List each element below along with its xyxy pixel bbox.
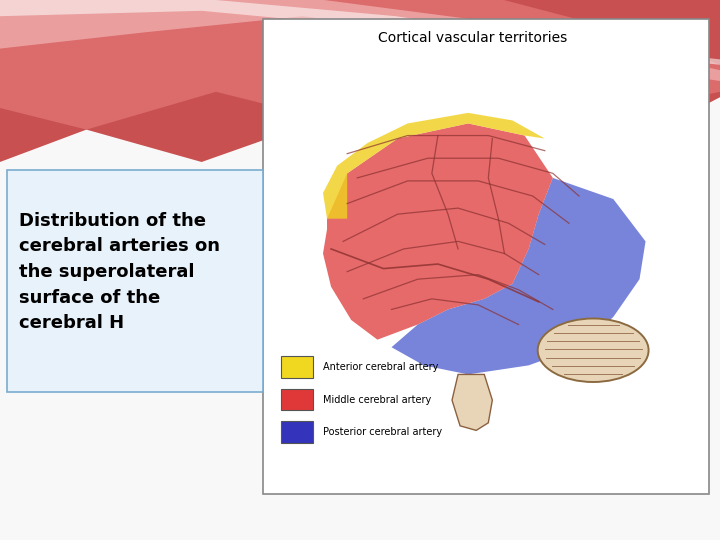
- Polygon shape: [0, 0, 720, 81]
- Polygon shape: [452, 374, 492, 430]
- Polygon shape: [0, 0, 720, 130]
- FancyBboxPatch shape: [281, 421, 313, 443]
- Text: Distribution of the
cerebral arteries on
the superolateral
surface of the
cerebr: Distribution of the cerebral arteries on…: [19, 212, 220, 333]
- FancyBboxPatch shape: [281, 356, 313, 378]
- Text: Anterior cerebral artery: Anterior cerebral artery: [323, 362, 438, 372]
- Polygon shape: [392, 178, 646, 374]
- Polygon shape: [0, 0, 720, 65]
- Polygon shape: [0, 0, 720, 162]
- Text: Middle cerebral artery: Middle cerebral artery: [323, 395, 431, 404]
- Polygon shape: [323, 124, 553, 340]
- Text: Cortical vascular territories: Cortical vascular territories: [378, 31, 567, 45]
- Polygon shape: [323, 113, 545, 219]
- FancyBboxPatch shape: [263, 19, 709, 494]
- FancyBboxPatch shape: [281, 389, 313, 410]
- Ellipse shape: [538, 319, 649, 382]
- FancyBboxPatch shape: [7, 170, 263, 392]
- Text: Posterior cerebral artery: Posterior cerebral artery: [323, 427, 441, 437]
